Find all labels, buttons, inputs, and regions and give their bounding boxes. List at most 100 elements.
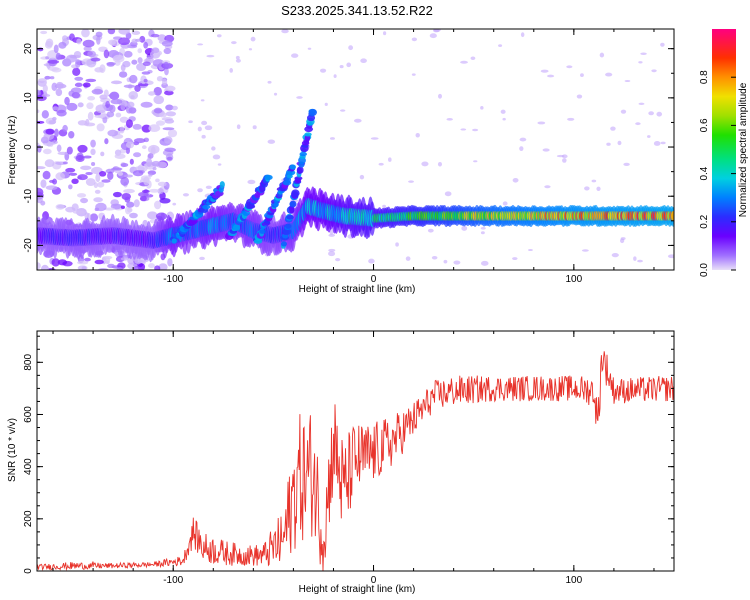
noise-blob — [81, 29, 90, 38]
noise-blob — [108, 39, 116, 45]
y-tick-label: 800 — [23, 354, 34, 371]
noise-blob — [576, 94, 583, 99]
noise-blob — [152, 166, 157, 171]
noise-blob — [110, 203, 122, 210]
noise-blob — [95, 31, 103, 38]
noise-blob — [133, 265, 141, 270]
noise-blob — [69, 33, 75, 41]
noise-blob — [41, 110, 49, 119]
noise-blob — [148, 173, 153, 177]
noise-blob — [147, 153, 154, 159]
noise-blob — [90, 57, 101, 62]
noise-blob — [405, 256, 411, 261]
colorbar-tick-label: 0.8 — [699, 70, 710, 84]
noise-blob — [155, 178, 160, 183]
noise-blob — [141, 145, 147, 150]
noise-blob — [143, 41, 149, 49]
noise-blob — [427, 228, 434, 233]
noise-blob — [199, 256, 205, 261]
noise-blob — [74, 76, 84, 81]
noise-blob — [115, 112, 122, 118]
snr-xlabel: Height of straight line (km) — [299, 584, 416, 595]
colorbar-tick-label: 0.0 — [699, 263, 710, 277]
noise-blob — [49, 76, 55, 80]
noise-blob — [83, 122, 96, 127]
noise-blob — [62, 124, 68, 132]
noise-blob — [57, 259, 68, 266]
noise-blob — [37, 47, 44, 52]
noise-blob — [638, 61, 643, 64]
noise-blob — [116, 267, 123, 270]
noise-blob — [348, 45, 354, 51]
noise-blob — [296, 96, 303, 99]
noise-blob — [77, 102, 84, 108]
noise-blob — [197, 126, 202, 132]
noise-blob — [480, 260, 489, 266]
noise-blob — [83, 155, 92, 159]
noise-blob — [95, 173, 101, 183]
noise-blob — [159, 112, 167, 118]
noise-blob — [107, 263, 115, 269]
ridge-blob — [291, 189, 300, 197]
noise-blob — [51, 258, 60, 267]
noise-blob — [528, 248, 533, 252]
x-tick-label: 100 — [565, 274, 582, 285]
noise-blob — [421, 161, 429, 167]
noise-blob — [446, 117, 453, 121]
noise-blob — [212, 154, 221, 160]
noise-blob — [123, 50, 133, 58]
noise-blob — [480, 226, 486, 230]
noise-blob — [502, 117, 506, 121]
noise-blob — [267, 80, 272, 84]
noise-blob — [188, 120, 193, 124]
noise-blob — [156, 75, 164, 82]
y-tick-label: 10 — [23, 92, 34, 104]
noise-blob — [164, 85, 176, 92]
noise-blob — [56, 144, 62, 152]
noise-blob — [42, 170, 51, 180]
noise-blob — [171, 105, 178, 111]
noise-blob — [120, 162, 129, 167]
noise-blob — [94, 259, 104, 265]
noise-blob — [591, 179, 597, 183]
noise-blob — [133, 199, 140, 208]
noise-blob — [100, 151, 105, 157]
noise-blob — [147, 211, 158, 220]
noise-blob — [411, 73, 416, 76]
noise-blob — [140, 101, 153, 108]
noise-blob — [124, 196, 131, 203]
noise-blob — [98, 267, 109, 270]
noise-blob — [47, 59, 60, 64]
noise-blob — [500, 109, 506, 114]
noise-blob — [55, 52, 62, 61]
noise-blob — [648, 111, 654, 116]
noise-blob — [76, 193, 87, 198]
noise-blob — [44, 75, 51, 80]
noise-blob — [110, 80, 123, 85]
noise-blob — [134, 84, 141, 92]
noise-blob — [605, 72, 613, 77]
noise-blob — [142, 61, 151, 67]
noise-blob — [248, 48, 253, 51]
noise-blob — [95, 104, 107, 114]
noise-blob — [637, 259, 643, 263]
noise-blob — [43, 148, 52, 155]
noise-blob — [164, 147, 176, 153]
noise-blob — [229, 68, 233, 73]
noise-blob — [328, 248, 336, 252]
x-tick-label: 100 — [565, 575, 582, 586]
noise-blob — [620, 238, 625, 244]
noise-blob — [37, 144, 42, 153]
noise-blob — [104, 138, 109, 145]
noise-blob — [138, 82, 149, 87]
noise-blob — [360, 58, 367, 64]
noise-blob — [370, 137, 379, 140]
noise-blob — [141, 189, 151, 193]
noise-blob — [125, 119, 133, 129]
noise-blob — [37, 166, 46, 170]
noise-blob — [252, 125, 257, 130]
noise-blob — [151, 160, 161, 167]
noise-blob — [119, 116, 129, 123]
noise-blob — [329, 137, 335, 140]
